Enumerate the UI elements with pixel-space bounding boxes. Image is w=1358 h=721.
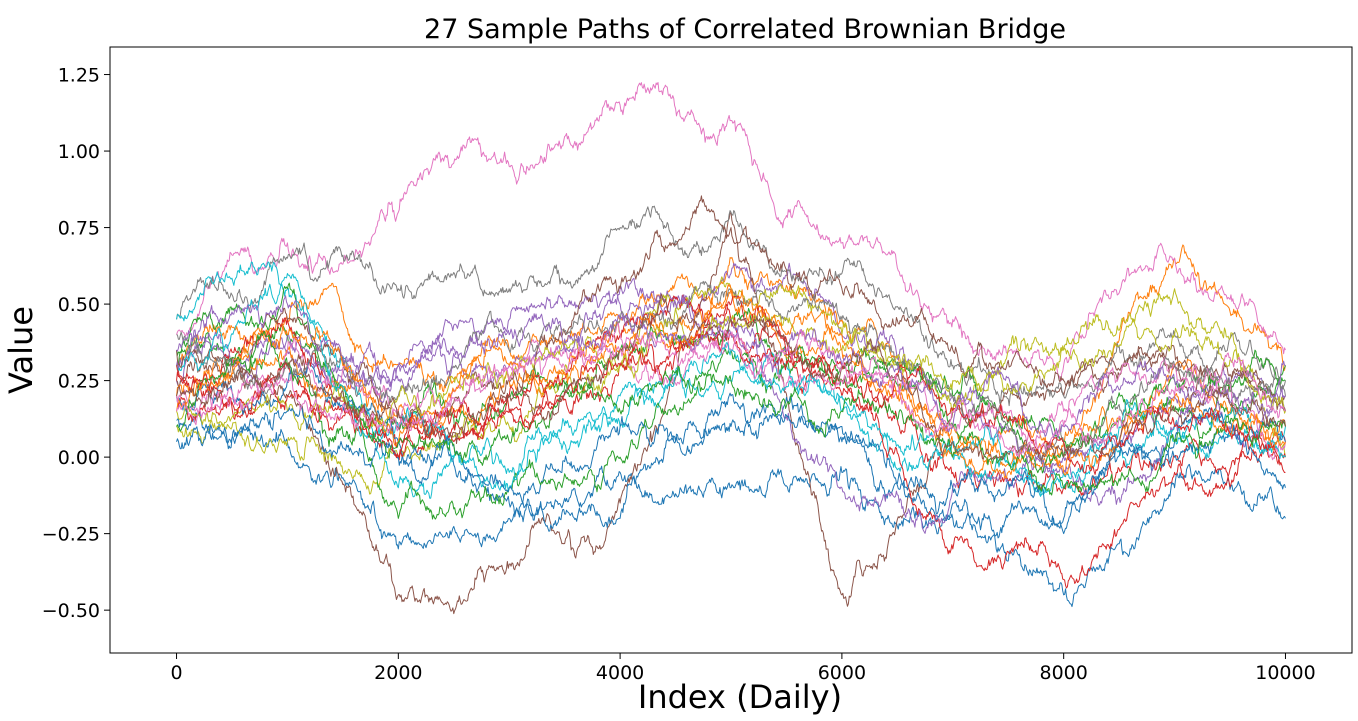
series-line-9 bbox=[176, 276, 1286, 495]
series-line-20 bbox=[176, 272, 1286, 496]
x-tick-label: 4000 bbox=[596, 662, 644, 684]
y-tick-label: −0.50 bbox=[42, 600, 100, 622]
y-tick-label: 1.00 bbox=[58, 141, 100, 163]
y-axis-label: Value bbox=[2, 306, 40, 394]
x-tick-label: 10000 bbox=[1255, 662, 1315, 684]
series-layer bbox=[176, 81, 1286, 615]
y-tick-label: 0.75 bbox=[58, 218, 100, 240]
x-tick-label: 0 bbox=[170, 662, 182, 684]
series-line-22 bbox=[176, 284, 1286, 479]
y-tick-label: 0.00 bbox=[58, 447, 100, 469]
series-line-1 bbox=[176, 411, 1286, 608]
series-line-5 bbox=[176, 262, 1286, 474]
plot-frame bbox=[109, 46, 1353, 654]
y-tick-label: 0.25 bbox=[58, 371, 100, 393]
series-line-7 bbox=[176, 81, 1286, 382]
x-tick-label: 6000 bbox=[818, 662, 866, 684]
y-tick-label: 0.50 bbox=[58, 294, 100, 316]
series-line-15 bbox=[176, 292, 1286, 534]
y-tick-label: −0.25 bbox=[42, 524, 100, 546]
y-axis: −0.50 −0.25 0.00 0.25 0.50 0.75 1.00 1.25 bbox=[42, 65, 110, 622]
series-line-23 bbox=[176, 330, 1286, 496]
series-line-2 bbox=[176, 244, 1286, 458]
series-line-26 bbox=[176, 293, 1286, 462]
y-tick-label: 1.25 bbox=[58, 65, 100, 87]
series-line-27 bbox=[176, 329, 1286, 458]
series-line-16 bbox=[176, 195, 1286, 433]
series-line-21 bbox=[176, 392, 1286, 535]
x-tick-label: 8000 bbox=[1039, 662, 1087, 684]
x-axis: 0 2000 4000 6000 8000 10000 bbox=[170, 653, 1316, 684]
x-axis-label: Index (Daily) bbox=[638, 678, 842, 716]
chart-title: 27 Sample Paths of Correlated Brownian B… bbox=[424, 14, 1066, 45]
x-tick-label: 2000 bbox=[374, 662, 422, 684]
